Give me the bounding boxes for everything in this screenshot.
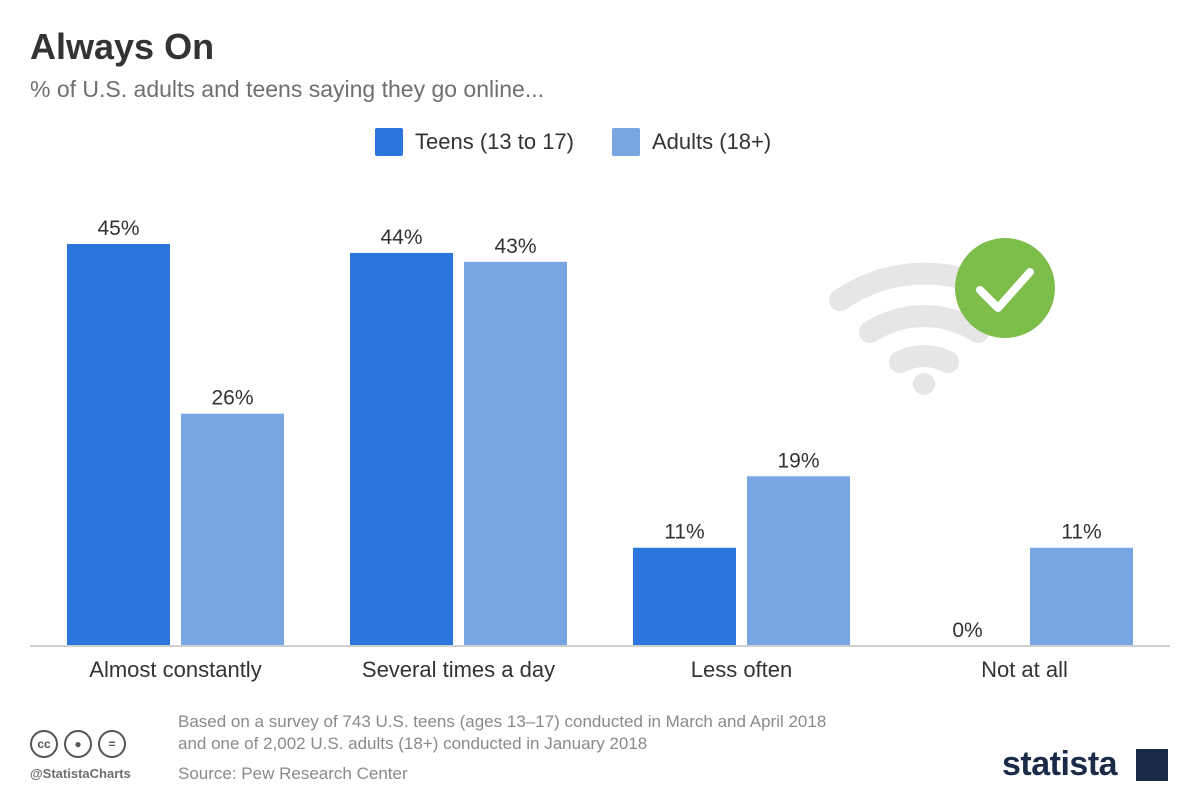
data-label-adults-1: 43% bbox=[494, 235, 536, 258]
checkmark-icon bbox=[955, 238, 1055, 338]
no-derivatives-icon: = bbox=[98, 730, 126, 758]
footer-note-line-2: and one of 2,002 U.S. adults (18+) condu… bbox=[178, 734, 648, 753]
social-handle: @StatistaCharts bbox=[30, 766, 131, 781]
bar-teens-0 bbox=[67, 244, 170, 646]
attribution-icon: ● bbox=[64, 730, 92, 758]
bar-adults-2 bbox=[747, 476, 850, 646]
legend-item-adults: Adults (18+) bbox=[611, 128, 772, 156]
x-tick-label-1: Several times a day bbox=[362, 657, 555, 682]
license-icons: cc ● = bbox=[30, 730, 132, 758]
bar-adults-1 bbox=[464, 261, 567, 646]
data-label-teens-0: 45% bbox=[97, 217, 139, 240]
data-label-teens-3: 0% bbox=[952, 619, 982, 642]
legend-label-adults: Adults (18+) bbox=[651, 129, 772, 154]
legend-item-teens: Teens (13 to 17) bbox=[375, 128, 574, 156]
footer-note-line-1: Based on a survey of 743 U.S. teens (age… bbox=[178, 712, 827, 731]
bar-adults-0 bbox=[181, 413, 284, 646]
bar-adults-3 bbox=[1030, 547, 1133, 646]
page-subtitle: % of U.S. adults and teens saying they g… bbox=[30, 76, 544, 102]
x-axis-labels: Almost constantly Several times a day Less… bbox=[89, 657, 1068, 682]
cc-icon: cc bbox=[30, 730, 58, 758]
bars-group: 45% 26% 44% 43% 11% 19% 0% 11% bbox=[67, 217, 1133, 646]
data-label-teens-2: 11% bbox=[664, 521, 704, 544]
x-tick-label-3: Not at all bbox=[981, 657, 1068, 682]
data-label-adults-2: 19% bbox=[777, 449, 819, 472]
footer-note: Based on a survey of 743 U.S. teens (age… bbox=[178, 711, 826, 755]
bar-teens-1 bbox=[350, 252, 453, 646]
brand-mark-icon bbox=[1136, 749, 1168, 781]
x-tick-label-0: Almost constantly bbox=[89, 657, 261, 682]
data-label-adults-3: 11% bbox=[1061, 521, 1101, 544]
data-label-adults-0: 26% bbox=[211, 387, 253, 410]
legend-label-teens: Teens (13 to 17) bbox=[415, 129, 574, 154]
brand-logo: statista bbox=[1002, 745, 1118, 783]
x-tick-label-2: Less often bbox=[691, 657, 793, 682]
legend-swatch-teens bbox=[375, 128, 403, 156]
legend-swatch-adults bbox=[611, 128, 640, 156]
data-label-teens-1: 44% bbox=[380, 226, 422, 249]
footer-source: Source: Pew Research Center bbox=[178, 764, 408, 783]
chart-legend: Teens (13 to 17) Adults (18+) bbox=[375, 128, 809, 156]
page-title: Always On bbox=[30, 26, 215, 67]
bar-teens-2 bbox=[633, 547, 736, 646]
